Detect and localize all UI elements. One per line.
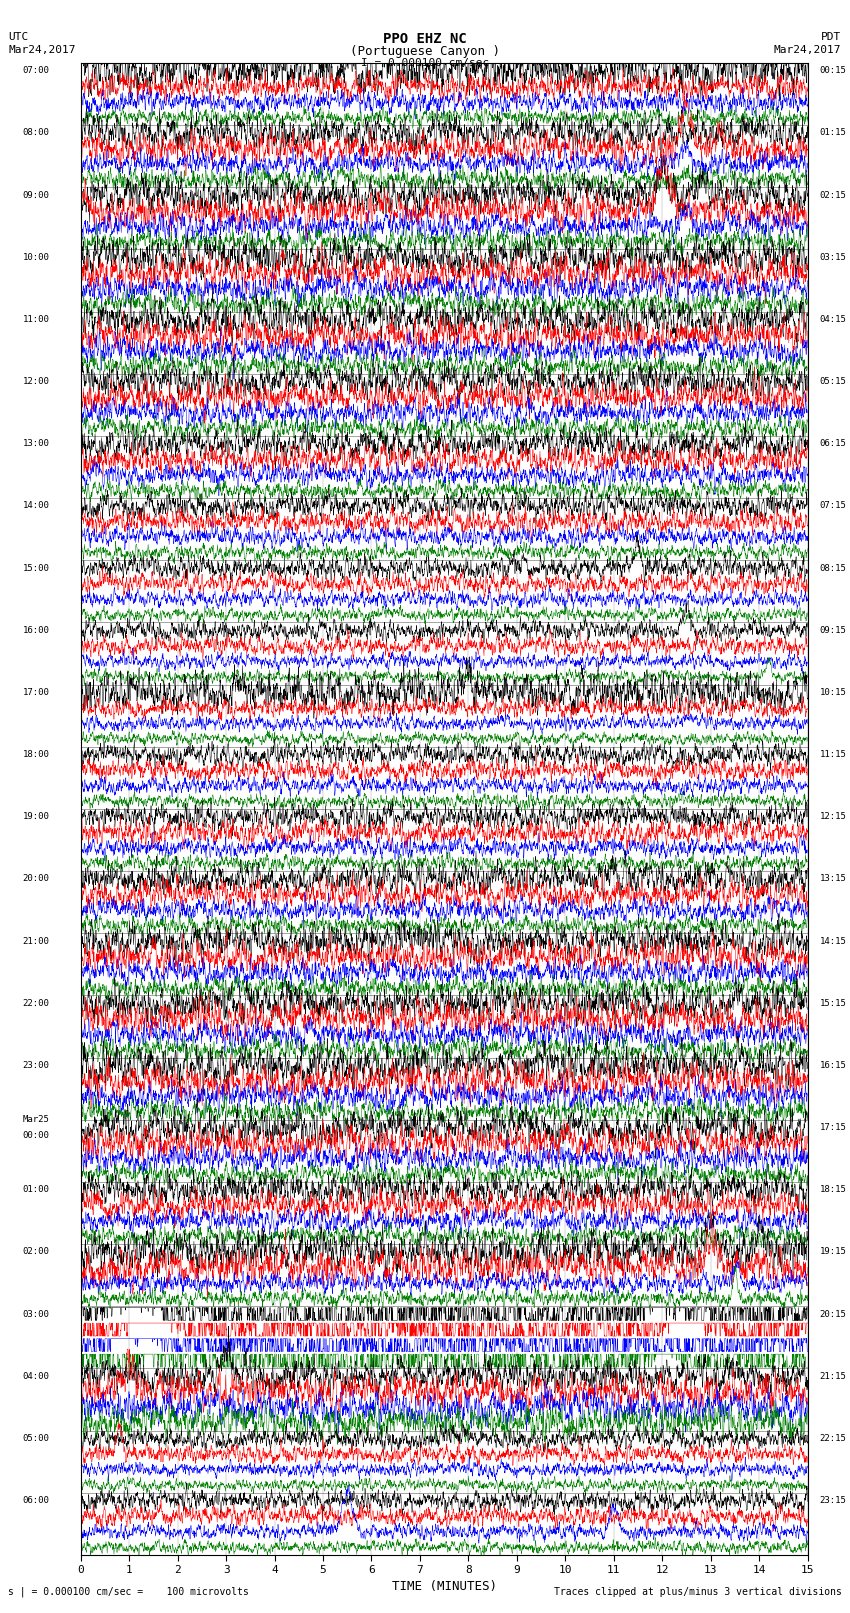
Text: 14:15: 14:15: [819, 937, 847, 945]
Text: 01:00: 01:00: [22, 1186, 49, 1194]
Text: 22:00: 22:00: [22, 998, 49, 1008]
X-axis label: TIME (MINUTES): TIME (MINUTES): [392, 1581, 496, 1594]
Text: s | = 0.000100 cm/sec =    100 microvolts: s | = 0.000100 cm/sec = 100 microvolts: [8, 1586, 249, 1597]
Text: 18:00: 18:00: [22, 750, 49, 760]
Text: 23:00: 23:00: [22, 1061, 49, 1069]
Text: 12:15: 12:15: [819, 813, 847, 821]
Text: 00:00: 00:00: [22, 1131, 49, 1140]
Text: 05:00: 05:00: [22, 1434, 49, 1444]
Text: 11:00: 11:00: [22, 315, 49, 324]
Text: 15:15: 15:15: [819, 998, 847, 1008]
Text: 08:15: 08:15: [819, 563, 847, 573]
Text: 09:15: 09:15: [819, 626, 847, 634]
Text: 21:15: 21:15: [819, 1371, 847, 1381]
Text: 06:00: 06:00: [22, 1495, 49, 1505]
Text: 10:15: 10:15: [819, 687, 847, 697]
Text: 03:15: 03:15: [819, 253, 847, 261]
Text: 11:15: 11:15: [819, 750, 847, 760]
Text: Mar25: Mar25: [22, 1115, 49, 1124]
Text: 20:00: 20:00: [22, 874, 49, 884]
Text: 17:15: 17:15: [819, 1123, 847, 1132]
Text: Traces clipped at plus/minus 3 vertical divisions: Traces clipped at plus/minus 3 vertical …: [553, 1587, 842, 1597]
Text: 23:15: 23:15: [819, 1495, 847, 1505]
Text: 15:00: 15:00: [22, 563, 49, 573]
Text: 13:00: 13:00: [22, 439, 49, 448]
Text: 04:15: 04:15: [819, 315, 847, 324]
Text: 16:15: 16:15: [819, 1061, 847, 1069]
Text: Mar24,2017: Mar24,2017: [774, 45, 842, 55]
Text: 19:15: 19:15: [819, 1247, 847, 1257]
Text: 12:00: 12:00: [22, 377, 49, 386]
Text: 05:15: 05:15: [819, 377, 847, 386]
Text: Mar24,2017: Mar24,2017: [8, 45, 76, 55]
Text: 10:00: 10:00: [22, 253, 49, 261]
Text: 00:15: 00:15: [819, 66, 847, 76]
Text: 21:00: 21:00: [22, 937, 49, 945]
Text: 02:00: 02:00: [22, 1247, 49, 1257]
Text: 19:00: 19:00: [22, 813, 49, 821]
Text: 04:00: 04:00: [22, 1371, 49, 1381]
Text: 20:15: 20:15: [819, 1310, 847, 1318]
Text: 07:15: 07:15: [819, 502, 847, 510]
Text: 08:00: 08:00: [22, 129, 49, 137]
Text: 14:00: 14:00: [22, 502, 49, 510]
Text: 03:00: 03:00: [22, 1310, 49, 1318]
Text: 16:00: 16:00: [22, 626, 49, 634]
Text: 13:15: 13:15: [819, 874, 847, 884]
Text: UTC: UTC: [8, 32, 29, 42]
Text: PPO EHZ NC: PPO EHZ NC: [383, 32, 467, 47]
Text: I = 0.000100 cm/sec: I = 0.000100 cm/sec: [361, 58, 489, 68]
Text: 01:15: 01:15: [819, 129, 847, 137]
Text: 17:00: 17:00: [22, 687, 49, 697]
Text: 18:15: 18:15: [819, 1186, 847, 1194]
Text: 07:00: 07:00: [22, 66, 49, 76]
Text: 06:15: 06:15: [819, 439, 847, 448]
Text: (Portuguese Canyon ): (Portuguese Canyon ): [350, 45, 500, 58]
Text: 02:15: 02:15: [819, 190, 847, 200]
Text: 09:00: 09:00: [22, 190, 49, 200]
Text: 22:15: 22:15: [819, 1434, 847, 1444]
Text: PDT: PDT: [821, 32, 842, 42]
